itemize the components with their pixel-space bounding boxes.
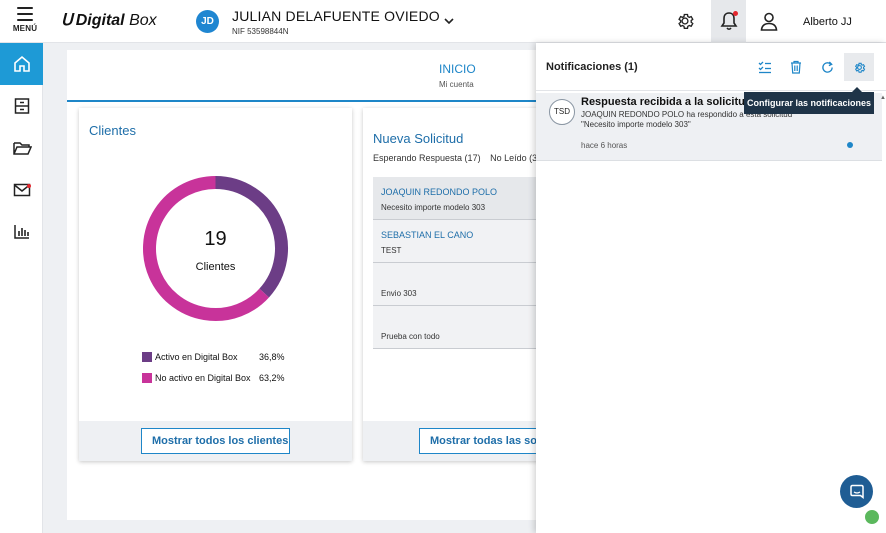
home-icon [13,55,30,72]
user-icon[interactable] [759,11,779,31]
request-list: JOAQUIN REDONDO POLO Necesito importe mo… [373,177,553,349]
solicitud-card-footer: Mostrar todas las solicitudes [363,421,553,461]
notification-avatar: TSD [549,99,575,125]
checklist-icon [758,61,771,74]
notification-settings-button[interactable] [844,53,874,81]
tab-inicio-subtitle: Mi cuenta [439,80,474,89]
request-message: TEST [381,246,402,255]
notification-time: hace 6 horas [581,141,628,150]
logo-mark-icon: ᑌ [61,12,73,29]
list-item[interactable]: SEBASTIAN EL CANO TEST [373,220,553,263]
gear-icon [854,62,865,73]
request-client-name: JOAQUIN REDONDO POLO [381,187,498,197]
clientes-card-footer: Mostrar todos los clientes [79,421,352,461]
legend-swatch-activo [142,352,152,362]
show-all-requests-button[interactable]: Mostrar todas las solicitudes [419,428,553,454]
hamburger-icon [17,7,33,21]
notification-message: JOAQUIN REDONDO POLO ha respondido a est… [581,110,793,119]
legend-swatch-no-activo [142,373,152,383]
notifications-header: Notificaciones (1) [536,43,886,91]
legend-value-no-activo: 63,2% [259,373,285,383]
top-bar: MENÚ ᑌ Digital Box JD JULIAN DELAFUENTE O… [0,0,886,43]
chevron-down-icon[interactable] [442,14,456,28]
gear-icon[interactable] [675,11,695,31]
legend-label-activo: Activo en Digital Box [155,352,238,362]
solicitud-card: Nueva Solicitud Esperando Respuesta (17)… [363,108,553,461]
scroll-up-arrow-icon[interactable]: ▲ [880,95,886,101]
mark-all-read-button[interactable] [750,53,780,81]
refresh-icon [821,60,833,73]
notifications-panel: Notificaciones (1) TSD Respuesta recibid… [536,43,886,533]
request-message: Necesito importe modelo 303 [381,203,486,212]
sidebar-item-folders[interactable] [0,127,43,169]
unread-dot [27,184,31,188]
sidebar-item-reports[interactable] [0,211,43,253]
clientes-card-title: Clientes [89,123,136,138]
request-message: Prueba con todo [381,332,440,341]
unread-indicator[interactable] [847,142,853,148]
bell-icon [720,12,738,31]
app-logo[interactable]: ᑌ Digital Box [61,10,157,30]
clientes-total-label: Clientes [195,261,236,273]
show-all-clients-button[interactable]: Mostrar todos los clientes [141,428,290,454]
notification-dot [733,11,738,16]
menu-label: MENÚ [12,24,38,33]
sidebar-item-archive[interactable] [0,85,43,127]
sidebar-item-home[interactable] [0,43,43,85]
delete-notifications-button[interactable] [781,53,811,81]
client-nif: NIF 53598844N [232,27,289,36]
legend-label-no-activo: No activo en Digital Box [155,373,251,383]
tab-inicio[interactable]: INICIO Mi cuenta [67,50,537,102]
chat-button[interactable] [840,475,873,508]
settings-tooltip: Configurar las notificaciones [744,87,874,114]
tab-inicio-title: INICIO [439,62,476,76]
folder-icon [12,142,32,155]
sidebar-item-messages[interactable] [0,169,43,211]
list-item[interactable]: JOAQUIN REDONDO POLO Necesito importe mo… [373,177,553,220]
donut-slice-0 [215,176,288,298]
archive-icon [14,98,29,114]
notifications-button[interactable] [711,0,746,43]
mail-icon [13,183,30,197]
menu-button[interactable]: MENÚ [8,4,42,38]
clientes-total: 19 [204,228,227,250]
notification-title: Respuesta recibida a la solicitud [581,96,752,108]
legend-item-activo: Activo en Digital Box 36,8% [142,351,332,363]
refresh-button[interactable] [812,53,842,81]
logo-text-box: Box [129,12,157,29]
list-item[interactable]: Envio 303 [373,263,553,306]
donut-slice-1 [143,176,269,321]
request-client-name: SEBASTIAN EL CANO [381,230,474,240]
security-badge-icon[interactable] [863,508,881,526]
list-item[interactable]: Prueba con todo [373,306,553,349]
chat-icon [849,484,864,499]
request-message: Envio 303 [381,289,417,298]
notifications-title: Notificaciones (1) [546,61,638,73]
trash-icon [791,60,801,74]
tab-unread[interactable]: No Leído (3) [490,153,541,163]
notification-message-quote: "Necesito importe modelo 303" [581,120,691,129]
legend-item-no-activo: No activo en Digital Box 63,2% [142,372,332,384]
chart-icon [13,225,29,239]
user-name[interactable]: Alberto JJ [803,16,852,28]
clientes-donut-chart [143,176,288,321]
legend-value-activo: 36,8% [259,352,285,362]
client-avatar[interactable]: JD [196,10,219,33]
logo-text: Digital [75,12,125,29]
solicitud-card-title: Nueva Solicitud [373,131,464,146]
sidebar [0,43,43,533]
client-name[interactable]: JULIAN DELAFUENTE OVIEDO [232,8,440,24]
tab-waiting-response[interactable]: Esperando Respuesta (17) [373,153,481,163]
clientes-card: Clientes 19 Clientes Activo en Digital B… [79,108,352,461]
solicitud-tabs: Esperando Respuesta (17) No Leído (3) [373,153,547,163]
